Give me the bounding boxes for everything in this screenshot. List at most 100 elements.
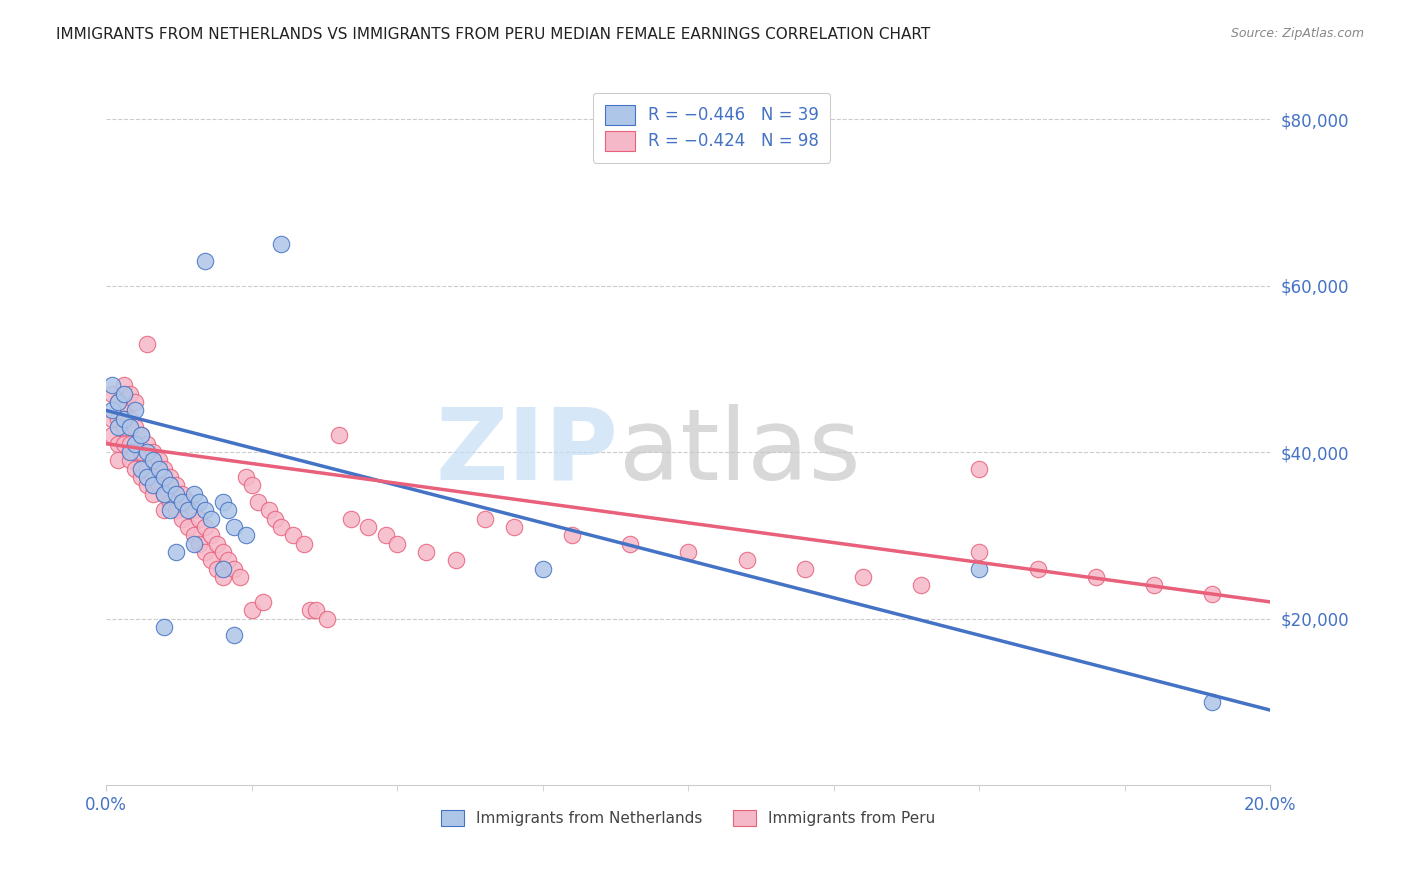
Point xyxy=(142,453,165,467)
Point xyxy=(211,570,233,584)
Point xyxy=(107,420,129,434)
Point xyxy=(1143,578,1166,592)
Point xyxy=(142,470,165,484)
Point xyxy=(235,470,257,484)
Point xyxy=(1201,586,1223,600)
Text: ZIP: ZIP xyxy=(436,404,619,501)
Point xyxy=(112,386,135,401)
Point xyxy=(235,528,257,542)
Point xyxy=(153,503,176,517)
Point xyxy=(852,570,875,584)
Point xyxy=(153,461,176,475)
Text: IMMIGRANTS FROM NETHERLANDS VS IMMIGRANTS FROM PERU MEDIAN FEMALE EARNINGS CORRE: IMMIGRANTS FROM NETHERLANDS VS IMMIGRANT… xyxy=(56,27,931,42)
Point xyxy=(415,545,437,559)
Point xyxy=(264,511,287,525)
Text: atlas: atlas xyxy=(619,404,860,501)
Point xyxy=(136,336,159,351)
Point xyxy=(112,411,135,425)
Point xyxy=(129,428,152,442)
Point xyxy=(183,536,205,550)
Point xyxy=(177,503,200,517)
Point xyxy=(374,528,396,542)
Point xyxy=(211,495,233,509)
Point xyxy=(170,486,193,500)
Point xyxy=(218,503,240,517)
Point xyxy=(205,536,228,550)
Point xyxy=(218,553,240,567)
Point xyxy=(112,420,135,434)
Point xyxy=(531,561,554,575)
Point xyxy=(1201,695,1223,709)
Point xyxy=(316,611,339,625)
Point xyxy=(159,470,181,484)
Point xyxy=(305,603,328,617)
Point xyxy=(200,553,222,567)
Point xyxy=(1084,570,1107,584)
Point xyxy=(101,428,124,442)
Point xyxy=(257,503,280,517)
Point xyxy=(224,520,246,534)
Point xyxy=(129,428,152,442)
Point xyxy=(101,378,124,392)
Point xyxy=(142,486,165,500)
Point xyxy=(298,603,321,617)
Point xyxy=(148,453,170,467)
Point xyxy=(177,495,200,509)
Point xyxy=(107,453,129,467)
Point xyxy=(142,445,165,459)
Point xyxy=(112,411,135,425)
Point xyxy=(194,503,217,517)
Point xyxy=(177,520,200,534)
Point xyxy=(124,461,146,475)
Point xyxy=(165,478,187,492)
Point xyxy=(148,461,170,475)
Point xyxy=(194,253,217,268)
Point xyxy=(129,461,152,475)
Point xyxy=(129,445,152,459)
Point xyxy=(136,470,159,484)
Point xyxy=(619,536,641,550)
Point xyxy=(474,511,496,525)
Point xyxy=(281,528,304,542)
Point xyxy=(118,453,141,467)
Point xyxy=(118,445,141,459)
Point xyxy=(118,420,141,434)
Point xyxy=(561,528,583,542)
Point xyxy=(153,486,176,500)
Point xyxy=(118,386,141,401)
Point xyxy=(240,478,263,492)
Point xyxy=(124,420,146,434)
Point xyxy=(124,436,146,450)
Point xyxy=(101,411,124,425)
Point xyxy=(112,378,135,392)
Point xyxy=(136,461,159,475)
Point xyxy=(188,536,211,550)
Point xyxy=(969,545,991,559)
Point xyxy=(224,561,246,575)
Point xyxy=(124,395,146,409)
Point xyxy=(678,545,700,559)
Point xyxy=(502,520,524,534)
Point xyxy=(112,403,135,417)
Point xyxy=(153,486,176,500)
Text: Source: ZipAtlas.com: Source: ZipAtlas.com xyxy=(1230,27,1364,40)
Point xyxy=(159,478,181,492)
Point xyxy=(910,578,932,592)
Point xyxy=(107,436,129,450)
Point xyxy=(165,545,187,559)
Point xyxy=(165,503,187,517)
Point xyxy=(194,520,217,534)
Point xyxy=(246,495,269,509)
Point xyxy=(224,628,246,642)
Point xyxy=(387,536,409,550)
Point xyxy=(148,478,170,492)
Point xyxy=(444,553,467,567)
Point xyxy=(357,520,380,534)
Point xyxy=(735,553,758,567)
Point xyxy=(101,403,124,417)
Point xyxy=(240,603,263,617)
Point xyxy=(159,495,181,509)
Point xyxy=(211,561,233,575)
Point xyxy=(328,428,350,442)
Point xyxy=(188,511,211,525)
